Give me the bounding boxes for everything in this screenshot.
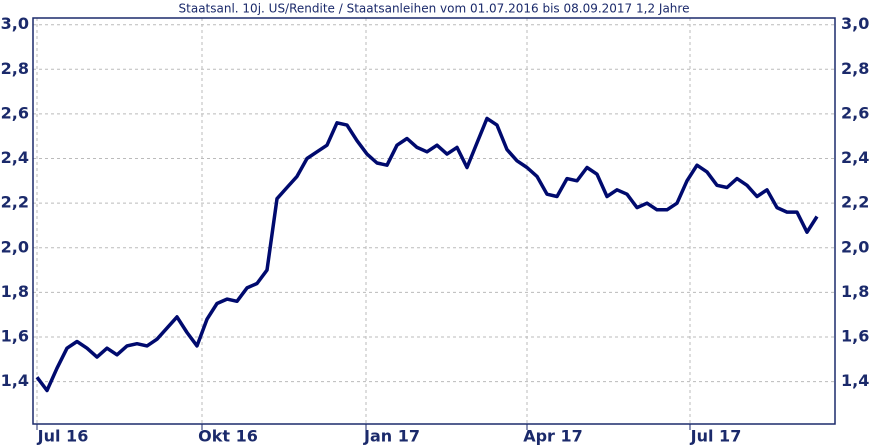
y2-tick-label: 2,4 (841, 148, 869, 167)
y2-tick-label: 3,0 (841, 14, 869, 33)
y2-tick-label: 1,8 (841, 282, 869, 301)
y-tick-label: 1,4 (1, 371, 29, 390)
y-tick-label: 2,2 (1, 193, 29, 212)
y-tick-label: 1,8 (1, 282, 29, 301)
x-tick-label: Apr 17 (523, 427, 583, 446)
y2-tick-label: 1,4 (841, 371, 869, 390)
x-tick-label: Okt 16 (198, 427, 258, 446)
y-tick-label: 2,4 (1, 148, 29, 167)
plot-frame (32, 17, 836, 425)
x-tick-label: Jan 17 (363, 427, 420, 446)
y2-tick-label: 2,8 (841, 59, 869, 78)
y-tick-label: 3,0 (1, 14, 29, 33)
y2-tick-label: 2,0 (841, 237, 869, 256)
y2-tick-label: 2,6 (841, 103, 869, 122)
y-tick-label: 2,6 (1, 103, 29, 122)
y-tick-label: 2,8 (1, 59, 29, 78)
y-tick-label: 2,0 (1, 237, 29, 256)
chart-title: Staatsanl. 10j. US/Rendite / Staatsanlei… (179, 2, 690, 16)
plot-area (33, 18, 835, 424)
line (35, 116, 819, 393)
x-tick-label: Jul 16 (37, 427, 89, 446)
y2-tick-label: 2,2 (841, 193, 869, 212)
y-tick-label: 1,6 (1, 327, 29, 346)
x-tick-label: Jul 17 (690, 427, 742, 446)
y2-tick-label: 1,6 (841, 327, 869, 346)
